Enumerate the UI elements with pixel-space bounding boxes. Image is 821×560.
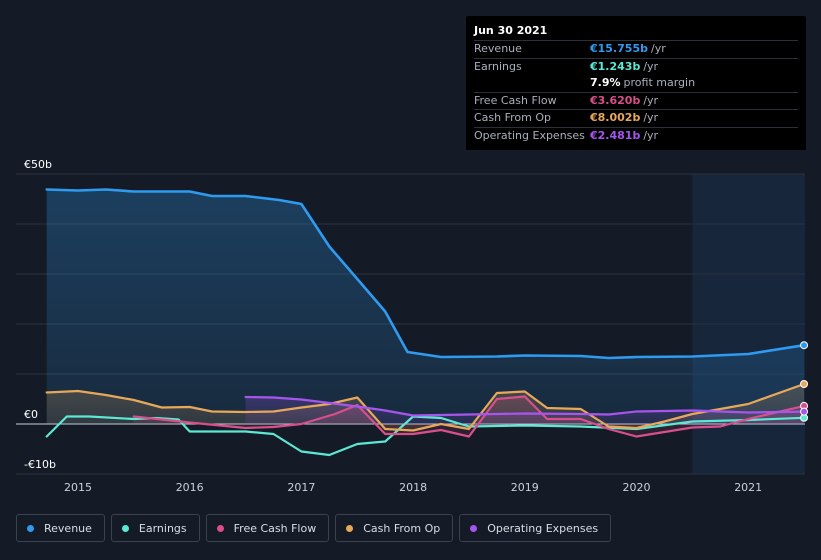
legend-dot-icon — [470, 524, 478, 532]
x-tick-label: 2018 — [399, 481, 427, 494]
series-endpoint-revenue — [800, 341, 809, 350]
series-area-revenue — [46, 189, 805, 424]
legend-label: Operating Expenses — [487, 521, 599, 535]
series-line-revenue — [45, 188, 806, 360]
tooltip-row-value: €3.620b — [590, 93, 641, 107]
tooltip-row-unit: /yr — [650, 42, 666, 55]
tooltip-row: Revenue €15.755b/yr — [474, 40, 798, 58]
chart-plot: €50b €0 -€10b 2015 2016 2017 2018 2019 2020 2021 — [16, 158, 809, 494]
tooltip-row-unit: /yr — [643, 59, 659, 73]
tooltip-row-name: Operating Expenses — [474, 128, 585, 142]
tooltip-date: Jun 30 2021 — [474, 24, 548, 37]
tooltip-row-name — [474, 75, 590, 92]
x-tick-label: 2015 — [64, 481, 92, 494]
tooltip-row: Cash From Op €8.002b/yr — [474, 109, 798, 127]
legend: Revenue Earnings Free Cash Flow Cash From O… — [16, 514, 612, 542]
series-line-free-cash-flow — [132, 395, 806, 438]
legend-dot-icon — [121, 524, 129, 532]
x-tick-label: 2016 — [176, 481, 204, 494]
series-area-cash-from-op — [46, 384, 805, 431]
tooltip-row: Earnings €1.243b/yr — [474, 57, 798, 76]
legend-item-cash-from-op[interactable]: Cash From Op — [335, 514, 454, 542]
tooltip-row-name: Revenue — [474, 42, 522, 55]
tooltip-row-unit: /yr — [643, 128, 659, 142]
legend-dot-icon — [27, 524, 34, 532]
legend-item-operating-expenses[interactable]: Operating Expenses — [459, 514, 612, 542]
legend-item-free-cash-flow[interactable]: Free Cash Flow — [205, 514, 330, 542]
legend-item-revenue[interactable]: Revenue — [16, 514, 105, 542]
series-line-operating-expenses — [244, 395, 806, 417]
tooltip-row-value: €2.481b — [590, 128, 641, 142]
legend-item-earnings[interactable]: Earnings — [110, 514, 200, 542]
legend-dot-icon — [216, 524, 224, 532]
x-tick-label: 2017 — [287, 481, 315, 494]
tooltip-row-name: Cash From Op — [474, 111, 552, 124]
y-tick-label: -€10b — [24, 458, 56, 471]
series-area-operating-expenses — [245, 397, 805, 424]
tooltip-row-value: €15.755b — [590, 42, 648, 55]
tooltip-panel: Jun 30 2021 Revenue €15.755b/yr Earnings €1… — [466, 16, 806, 150]
legend-label: Free Cash Flow — [233, 521, 317, 535]
tooltip-row-unit: profit margin — [623, 76, 696, 89]
tooltip-row-name: Earnings — [474, 59, 522, 73]
legend-dot-icon — [346, 524, 354, 532]
tooltip-row-value: €1.243b — [590, 59, 641, 73]
tooltip-row: Free Cash Flow €3.620b/yr — [474, 91, 798, 110]
tooltip-row: 7.9% profit margin — [474, 75, 798, 92]
series-line-cash-from-op — [45, 382, 806, 432]
legend-label: Earnings — [138, 521, 187, 535]
series-endpoint-operating-expenses — [800, 407, 809, 416]
tooltip-row-value: €8.002b — [590, 111, 641, 124]
tooltip-row-unit: /yr — [643, 93, 659, 107]
legend-label: Cash From Op — [363, 521, 441, 535]
x-tick-label: 2020 — [623, 481, 651, 494]
series-endpoint-cash-from-op — [800, 379, 809, 388]
tooltip-row-value: 7.9% — [590, 76, 621, 89]
tooltip-row-unit: /yr — [643, 111, 659, 124]
tooltip-row-name: Free Cash Flow — [474, 93, 557, 107]
legend-label: Revenue — [44, 521, 92, 535]
y-tick-label: €50b — [24, 158, 52, 171]
tooltip-row: Operating Expenses €2.481b/yr — [474, 126, 798, 145]
x-tick-label: 2021 — [734, 481, 762, 494]
x-tick-label: 2019 — [511, 481, 539, 494]
y-tick-label: €0 — [24, 408, 38, 421]
